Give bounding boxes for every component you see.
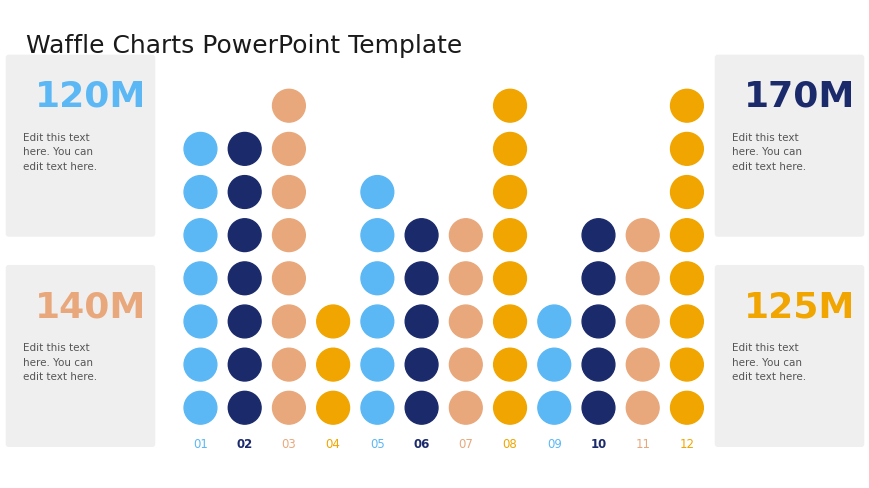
Circle shape xyxy=(449,391,481,424)
Circle shape xyxy=(228,305,261,338)
Text: Edit this text
here. You can
edit text here.: Edit this text here. You can edit text h… xyxy=(23,342,97,382)
Circle shape xyxy=(316,348,349,381)
Circle shape xyxy=(361,219,394,252)
Circle shape xyxy=(272,90,305,123)
Circle shape xyxy=(581,219,614,252)
Circle shape xyxy=(493,176,526,209)
Circle shape xyxy=(405,263,437,295)
Circle shape xyxy=(537,348,570,381)
Circle shape xyxy=(184,305,216,338)
Circle shape xyxy=(184,176,216,209)
Circle shape xyxy=(228,263,261,295)
Circle shape xyxy=(581,263,614,295)
Circle shape xyxy=(670,219,702,252)
Circle shape xyxy=(626,305,659,338)
Circle shape xyxy=(626,219,659,252)
Circle shape xyxy=(361,263,394,295)
Text: Edit this text
here. You can
edit text here.: Edit this text here. You can edit text h… xyxy=(732,132,806,172)
Text: 06: 06 xyxy=(413,437,429,450)
Circle shape xyxy=(670,348,702,381)
Circle shape xyxy=(184,133,216,166)
Circle shape xyxy=(670,391,702,424)
Text: 170M: 170M xyxy=(743,80,854,114)
Circle shape xyxy=(670,133,702,166)
Circle shape xyxy=(626,391,659,424)
Circle shape xyxy=(361,348,394,381)
Text: 08: 08 xyxy=(502,437,517,450)
Text: 140M: 140M xyxy=(35,289,146,324)
Circle shape xyxy=(581,348,614,381)
Circle shape xyxy=(626,348,659,381)
Circle shape xyxy=(449,219,481,252)
Circle shape xyxy=(184,348,216,381)
Circle shape xyxy=(228,176,261,209)
Text: Edit this text
here. You can
edit text here.: Edit this text here. You can edit text h… xyxy=(23,132,97,172)
Text: Waffle Charts PowerPoint Template: Waffle Charts PowerPoint Template xyxy=(26,34,461,58)
Circle shape xyxy=(272,133,305,166)
Text: 01: 01 xyxy=(193,437,208,450)
FancyBboxPatch shape xyxy=(6,56,155,237)
Circle shape xyxy=(361,176,394,209)
Text: 02: 02 xyxy=(236,437,253,450)
Circle shape xyxy=(184,263,216,295)
Text: 10: 10 xyxy=(590,437,606,450)
Circle shape xyxy=(272,348,305,381)
Text: 03: 03 xyxy=(282,437,296,450)
Circle shape xyxy=(184,219,216,252)
Circle shape xyxy=(272,219,305,252)
Circle shape xyxy=(184,391,216,424)
Text: 07: 07 xyxy=(458,437,473,450)
Circle shape xyxy=(405,348,437,381)
Text: 09: 09 xyxy=(547,437,561,450)
Circle shape xyxy=(493,391,526,424)
FancyBboxPatch shape xyxy=(6,265,155,447)
Circle shape xyxy=(405,391,437,424)
Text: 04: 04 xyxy=(325,437,340,450)
Circle shape xyxy=(493,219,526,252)
Circle shape xyxy=(228,219,261,252)
Circle shape xyxy=(493,348,526,381)
Circle shape xyxy=(361,305,394,338)
Circle shape xyxy=(228,133,261,166)
Circle shape xyxy=(228,348,261,381)
Text: 125M: 125M xyxy=(743,289,854,324)
FancyBboxPatch shape xyxy=(714,265,863,447)
FancyBboxPatch shape xyxy=(714,56,863,237)
Circle shape xyxy=(272,263,305,295)
Circle shape xyxy=(670,90,702,123)
Circle shape xyxy=(493,90,526,123)
Circle shape xyxy=(316,305,349,338)
Circle shape xyxy=(272,176,305,209)
Text: 11: 11 xyxy=(634,437,649,450)
Circle shape xyxy=(493,305,526,338)
Circle shape xyxy=(670,176,702,209)
Circle shape xyxy=(272,305,305,338)
Circle shape xyxy=(449,305,481,338)
Circle shape xyxy=(272,391,305,424)
Circle shape xyxy=(626,263,659,295)
Text: 05: 05 xyxy=(369,437,384,450)
Circle shape xyxy=(537,305,570,338)
Circle shape xyxy=(537,391,570,424)
Text: Edit this text
here. You can
edit text here.: Edit this text here. You can edit text h… xyxy=(732,342,806,382)
Circle shape xyxy=(449,263,481,295)
Circle shape xyxy=(316,391,349,424)
Circle shape xyxy=(670,263,702,295)
Circle shape xyxy=(405,219,437,252)
Text: 120M: 120M xyxy=(35,80,146,114)
Circle shape xyxy=(361,391,394,424)
Circle shape xyxy=(449,348,481,381)
Circle shape xyxy=(493,133,526,166)
Circle shape xyxy=(405,305,437,338)
Circle shape xyxy=(228,391,261,424)
Text: 12: 12 xyxy=(679,437,693,450)
Circle shape xyxy=(581,305,614,338)
Circle shape xyxy=(493,263,526,295)
Circle shape xyxy=(670,305,702,338)
Circle shape xyxy=(581,391,614,424)
